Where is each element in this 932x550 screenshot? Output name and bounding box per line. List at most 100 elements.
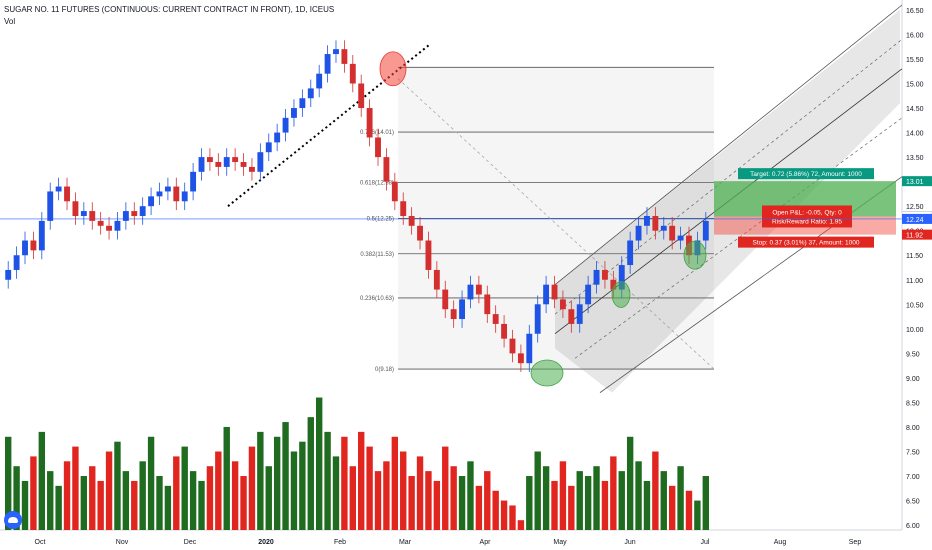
- time-axis-tick: Nov: [116, 539, 129, 546]
- candle: [484, 294, 491, 315]
- candle: [366, 108, 373, 138]
- candle: [677, 235, 684, 241]
- candle: [97, 220, 104, 226]
- candle: [408, 215, 415, 226]
- volume-bar: [315, 397, 323, 530]
- volume-bar: [500, 500, 508, 530]
- candle: [576, 304, 583, 324]
- volume-bar: [534, 451, 541, 530]
- volume-bar: [484, 471, 491, 530]
- highlight-circle: [530, 359, 564, 387]
- volume-bar: [122, 471, 130, 530]
- candle: [248, 166, 255, 172]
- volume-bar: [593, 466, 600, 530]
- volume-bar: [467, 461, 474, 530]
- candle: [80, 211, 87, 216]
- candle: [316, 73, 323, 89]
- volume-bar: [509, 505, 516, 530]
- volume-bar: [114, 441, 121, 530]
- volume-bar: [181, 446, 188, 530]
- fib-level-label: 0.5(12.25): [367, 216, 394, 222]
- volume-bar: [282, 422, 289, 530]
- volume-bar: [559, 461, 567, 530]
- candle: [131, 211, 138, 216]
- volume-bar: [652, 451, 659, 530]
- candle: [618, 265, 625, 290]
- price-badge: 13.01: [906, 179, 924, 186]
- candle: [274, 132, 281, 143]
- volume-bar: [433, 480, 441, 530]
- price-axis-tick: 9.50: [906, 351, 920, 358]
- price-axis-tick: 15.00: [906, 82, 924, 89]
- candle: [501, 323, 508, 339]
- candle: [122, 211, 129, 221]
- candle: [257, 152, 264, 172]
- fib-level-label: 0.618(12.98): [360, 181, 394, 187]
- candle: [610, 279, 617, 290]
- time-axis-tick: Mar: [399, 539, 412, 546]
- price-axis-tick: 8.50: [906, 400, 920, 407]
- volume-bar: [72, 446, 79, 530]
- candle: [341, 49, 348, 64]
- volume-bar: [89, 466, 96, 530]
- candle: [543, 284, 550, 305]
- price-badge-bg: [902, 229, 932, 240]
- candle: [206, 157, 213, 163]
- volume-bar: [63, 461, 71, 530]
- candle: [148, 196, 155, 207]
- volume-bar: [551, 480, 558, 530]
- candle: [459, 299, 466, 320]
- price-axis-tick: 11.50: [906, 253, 923, 260]
- volume-bar: [618, 471, 625, 530]
- fib-level-label: 0(9.18): [375, 367, 394, 373]
- price-axis-tick: 15.50: [906, 57, 924, 64]
- candle: [509, 338, 516, 354]
- candle: [475, 284, 482, 295]
- volume-bar: [458, 476, 466, 530]
- candle: [660, 225, 667, 231]
- price-badge: 11.92: [906, 233, 923, 240]
- volume-bar: [265, 466, 272, 530]
- candle: [89, 211, 96, 221]
- price-badge-bg: [902, 176, 932, 187]
- volume-bar: [223, 426, 230, 530]
- volume-bar: [156, 476, 163, 530]
- time-axis-tick: 2020: [258, 539, 274, 546]
- candle: [559, 299, 566, 310]
- price-axis-tick: 12.50: [906, 204, 924, 211]
- volume-indicator-label[interactable]: Vol: [4, 17, 16, 26]
- time-axis-tick: Jun: [624, 539, 635, 546]
- volume-bar: [5, 436, 12, 530]
- highlight-circle: [379, 51, 407, 87]
- volume-bar: [584, 476, 592, 530]
- volume-bar: [374, 471, 382, 530]
- channel-upper: [554, 4, 903, 285]
- time-axis-tick: Sep: [849, 539, 862, 546]
- volume-bar: [30, 456, 37, 530]
- volume-bar: [349, 466, 356, 530]
- volume-bar: [13, 466, 20, 530]
- candle: [173, 186, 180, 202]
- candle: [442, 289, 449, 310]
- candle: [669, 225, 676, 241]
- volume-bar: [189, 471, 197, 530]
- volume-bar: [643, 480, 651, 530]
- volume-bar: [248, 446, 256, 530]
- candle: [47, 191, 54, 221]
- volume-bar: [492, 490, 499, 530]
- candle: [324, 54, 331, 74]
- price-axis-tick: 14.50: [906, 106, 924, 113]
- candle: [358, 83, 365, 109]
- volume-bar: [341, 436, 348, 530]
- symbol-title[interactable]: SUGAR NO. 11 FUTURES (CONTINUOUS: CURREN…: [4, 5, 335, 14]
- tradingview-logo-icon[interactable]: [4, 511, 22, 529]
- candle: [215, 162, 222, 167]
- candle: [38, 220, 45, 251]
- volume-bar: [290, 451, 298, 530]
- time-axis-tick: Aug: [774, 539, 787, 546]
- volume-bar: [299, 441, 306, 530]
- price-axis-tick: 13.50: [906, 155, 924, 162]
- volume-bar: [164, 485, 172, 530]
- candle: [568, 309, 575, 324]
